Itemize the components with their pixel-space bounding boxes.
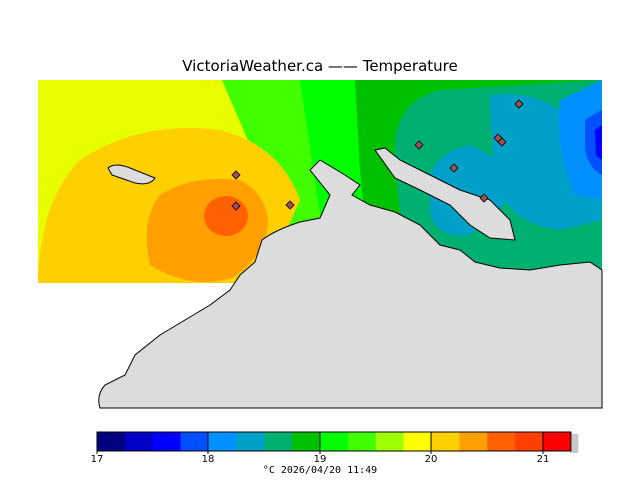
- colorbar-shadow: [570, 434, 579, 453]
- diamond-icon: [514, 99, 524, 109]
- diamond-icon: [231, 201, 241, 211]
- station-markers: [231, 99, 524, 211]
- diamond-icon: [231, 170, 241, 180]
- units-and-timestamp: °C 2026/04/20 11:49: [262, 465, 378, 476]
- colorbar-swatch: [403, 432, 432, 451]
- colorbar-swatch: [152, 432, 182, 451]
- diamond-icon: [414, 140, 424, 150]
- colorbar-swatch: [97, 432, 126, 451]
- colorbar-tick-18: 18: [201, 454, 215, 465]
- colorbar: [96, 431, 579, 454]
- colorbar-swatch: [236, 432, 265, 451]
- diamond-icon: [479, 193, 489, 203]
- colorbar-swatch: [320, 432, 349, 451]
- colorbar-swatch: [180, 432, 209, 451]
- coastline-land: [98, 147, 603, 409]
- colorbar-swatch: [515, 432, 544, 451]
- colorbar-tick-19: 19: [313, 454, 327, 465]
- diamond-icon: [285, 200, 295, 210]
- colorbar-tick-21: 21: [536, 454, 550, 465]
- colorbar-swatch: [124, 432, 154, 451]
- colorbar-swatch: [431, 432, 460, 451]
- diamond-icon: [497, 137, 507, 147]
- colorbar-swatch: [459, 432, 488, 451]
- colorbar-swatch: [264, 432, 293, 451]
- colorbar-swatch: [375, 432, 405, 451]
- colorbar-swatch: [543, 432, 572, 451]
- colorbar-tick-17: 17: [90, 454, 104, 465]
- colorbar-swatch: [208, 432, 237, 451]
- colorbar-swatch: [292, 432, 321, 451]
- temperature-field: [38, 80, 602, 283]
- colorbar-swatch: [487, 432, 516, 451]
- diamond-icon: [449, 163, 459, 173]
- map-title: VictoriaWeather.ca —— Temperature: [182, 57, 458, 75]
- colorbar-tick-20: 20: [424, 454, 438, 465]
- colorbar-swatch: [347, 432, 377, 451]
